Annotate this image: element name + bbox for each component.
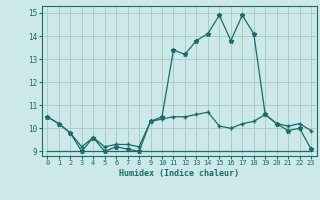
X-axis label: Humidex (Indice chaleur): Humidex (Indice chaleur) bbox=[119, 169, 239, 178]
